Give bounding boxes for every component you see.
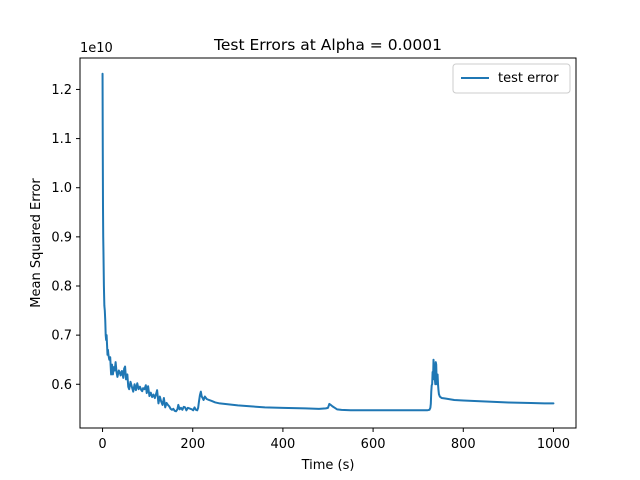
x-tick-label: 600 [361, 437, 386, 452]
x-tick-label: 0 [98, 437, 106, 452]
y-tick-label: 0.6 [51, 378, 72, 393]
chart-title: Test Errors at Alpha = 0.0001 [213, 36, 442, 54]
plot-area [79, 57, 577, 429]
x-tick-label: 400 [270, 437, 295, 452]
y-axis-ticks: 0.6 0.7 0.8 0.9 1.0 1.1 1.2 [51, 83, 80, 393]
series-line-test-error [101, 72, 555, 413]
y-tick-label: 0.9 [51, 230, 72, 245]
x-axis-label: Time (s) [301, 458, 355, 473]
y-tick-label: 0.8 [51, 279, 72, 294]
x-tick-label: 800 [451, 437, 476, 452]
legend: test error [452, 63, 571, 94]
y-axis-offset-label: 1e10 [80, 41, 113, 56]
legend-box [452, 63, 571, 94]
y-tick-label: 1.0 [51, 181, 72, 196]
y-tick-label: 1.2 [51, 83, 72, 98]
x-tick-label: 1000 [537, 437, 570, 452]
y-tick-label: 0.7 [51, 329, 72, 344]
x-axis-ticks: 0 200 400 600 800 1000 [98, 428, 570, 452]
series-layer [101, 72, 555, 413]
y-axis-label: Mean Squared Error [29, 178, 44, 308]
legend-label-test-error: test error [498, 71, 559, 86]
plot-frame [79, 57, 577, 429]
y-tick-label: 1.1 [51, 132, 72, 147]
x-tick-label: 200 [180, 437, 205, 452]
